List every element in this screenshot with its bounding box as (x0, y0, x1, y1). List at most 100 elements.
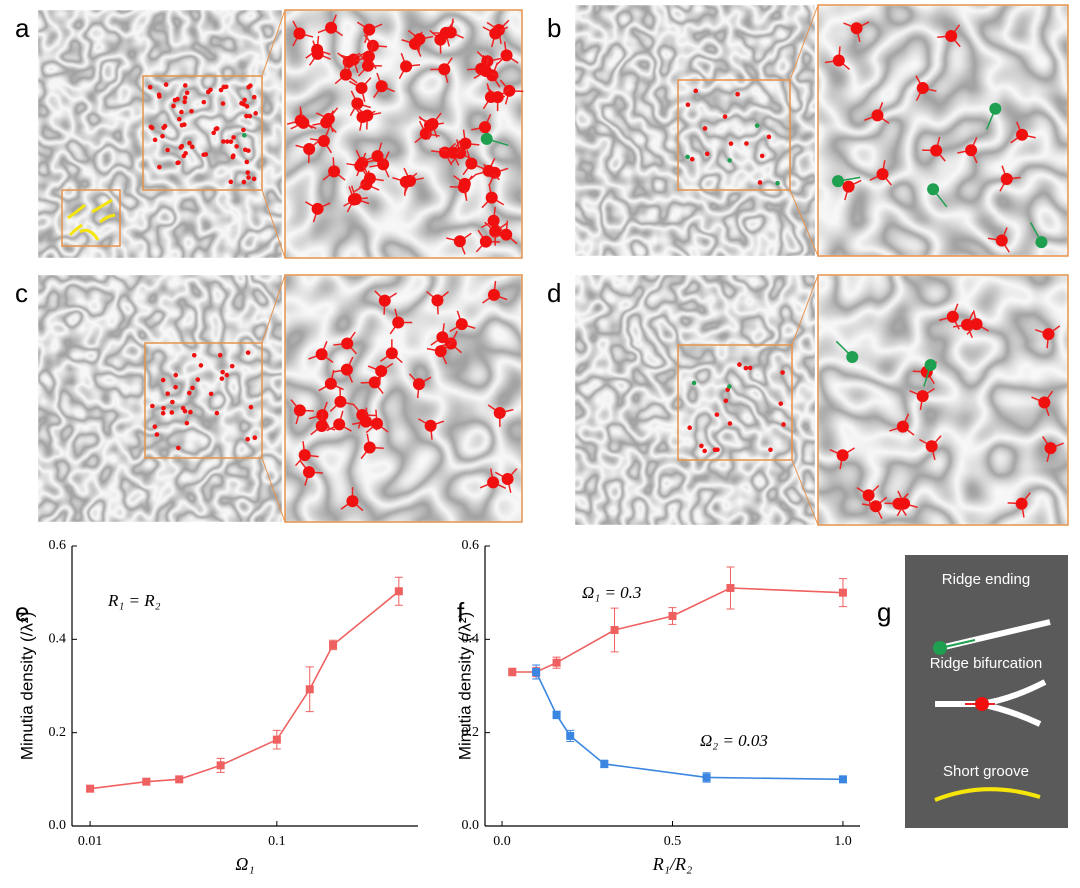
minutia-dot (704, 151, 710, 157)
minutia-dot (218, 87, 224, 93)
pattern-image (38, 275, 282, 522)
minutia-dot (424, 419, 437, 432)
pattern-image (38, 10, 282, 258)
minutia-dot (176, 160, 181, 165)
minutia-dot (995, 234, 1008, 247)
minutia-dot (245, 170, 251, 175)
minutia-dot (147, 84, 153, 90)
short-groove (91, 198, 113, 214)
minutia-dot (489, 27, 502, 40)
minutia-dot (378, 294, 391, 307)
minutia-dot (334, 395, 347, 408)
minutia-dot (714, 412, 720, 417)
minutia-dot (896, 420, 909, 433)
minutia-dot (302, 466, 315, 479)
zoom-image (285, 10, 522, 258)
minutia-dot (766, 134, 772, 140)
zoom-connector (791, 459, 819, 526)
minutia-dot (500, 49, 513, 62)
image-panel (38, 9, 524, 259)
minutia-dot (161, 405, 166, 411)
minutia-dot (482, 164, 495, 177)
minutia-dot (201, 152, 206, 158)
minutia-dot (1000, 172, 1013, 185)
minutia-dot (221, 84, 227, 90)
minutia-dot (217, 352, 223, 358)
minutia-dot (368, 376, 381, 389)
minutia-dot (340, 363, 353, 376)
minutia-dot (842, 180, 855, 193)
series-line (89, 590, 400, 790)
y-tick-label: 0.6 (462, 538, 480, 553)
minutia-dot (311, 202, 324, 215)
minutia-dot (691, 380, 697, 386)
minutia-dot (351, 97, 364, 110)
minutia-dot (324, 377, 337, 390)
zoom-connector (789, 4, 819, 81)
x-tick-label: 0.0 (493, 834, 511, 849)
image-panel (575, 274, 1069, 526)
chart: 0.0 0.2 0.4 0.6 0.01 0.1 Ω₁ Minutia density (/λ… (15, 538, 418, 874)
minutia-dot (328, 165, 341, 178)
minutia-dot (487, 476, 500, 489)
minutia-dot (363, 441, 376, 454)
minutia-dot (184, 420, 190, 426)
minutia-dot (434, 345, 447, 358)
minutia-dot (169, 410, 175, 415)
minutia-dot (1035, 236, 1048, 249)
data-point (838, 775, 847, 784)
minutia-dot (173, 384, 178, 390)
minutia-dot (459, 137, 472, 150)
minutia-dot (183, 150, 188, 156)
minutia-dot (377, 158, 390, 171)
panel-label: g (877, 597, 891, 627)
minutia-dot (453, 235, 466, 248)
minutia-dot (846, 351, 859, 364)
minutia-dot (727, 158, 732, 163)
minutia-dot (722, 114, 728, 119)
minutia-dot (297, 116, 310, 129)
minutia-dot (172, 97, 178, 103)
chart: 0.0 0.2 0.4 0.6 0.0 0.5 1.0 R₁/R₂ Minutia densit… (455, 538, 860, 874)
panel-label: a (15, 13, 30, 43)
minutia-dot (781, 422, 786, 427)
data-point (86, 784, 95, 793)
y-tick-label: 0.4 (462, 632, 480, 647)
data-point (394, 587, 403, 596)
minutia-dot (241, 179, 247, 185)
zoom-image (285, 275, 522, 522)
minutia-dot (221, 139, 226, 144)
panel-label: c (15, 278, 28, 308)
minutia-dot (211, 130, 216, 136)
panel-label: f (457, 597, 465, 627)
minutia-dot (191, 353, 197, 358)
y-tick-label: 0.2 (49, 725, 67, 740)
minutia-dot (160, 410, 166, 416)
minutia-dot (970, 318, 983, 331)
x-tick-label: 0.5 (664, 834, 682, 849)
minutia-dot (198, 363, 204, 368)
x-tick-label: 0.1 (268, 834, 286, 849)
minutia-dot (775, 180, 780, 186)
minutia-dot (1044, 442, 1057, 455)
minutia-dot (727, 421, 733, 426)
bifurcation-dot (975, 697, 989, 711)
minutia-dot (182, 122, 187, 127)
minutia-dot (241, 102, 247, 107)
zoom-frame (817, 274, 1069, 526)
minutia-dot (244, 113, 249, 119)
minutia-dot (832, 175, 845, 188)
x-axis-label: R₁/R₂ (652, 854, 693, 874)
minutia-dot (375, 80, 388, 93)
minutia-dot (224, 139, 230, 144)
zoom-connector (791, 274, 819, 346)
minutia-dot (320, 116, 333, 129)
minutia-dot (735, 91, 740, 97)
minutia-dot (1042, 328, 1055, 341)
minutia-dot (349, 193, 362, 206)
minutia-dot (480, 132, 493, 145)
zoom-image (818, 5, 1068, 256)
minutia-dot (693, 88, 699, 94)
groove-frame (61, 189, 121, 247)
